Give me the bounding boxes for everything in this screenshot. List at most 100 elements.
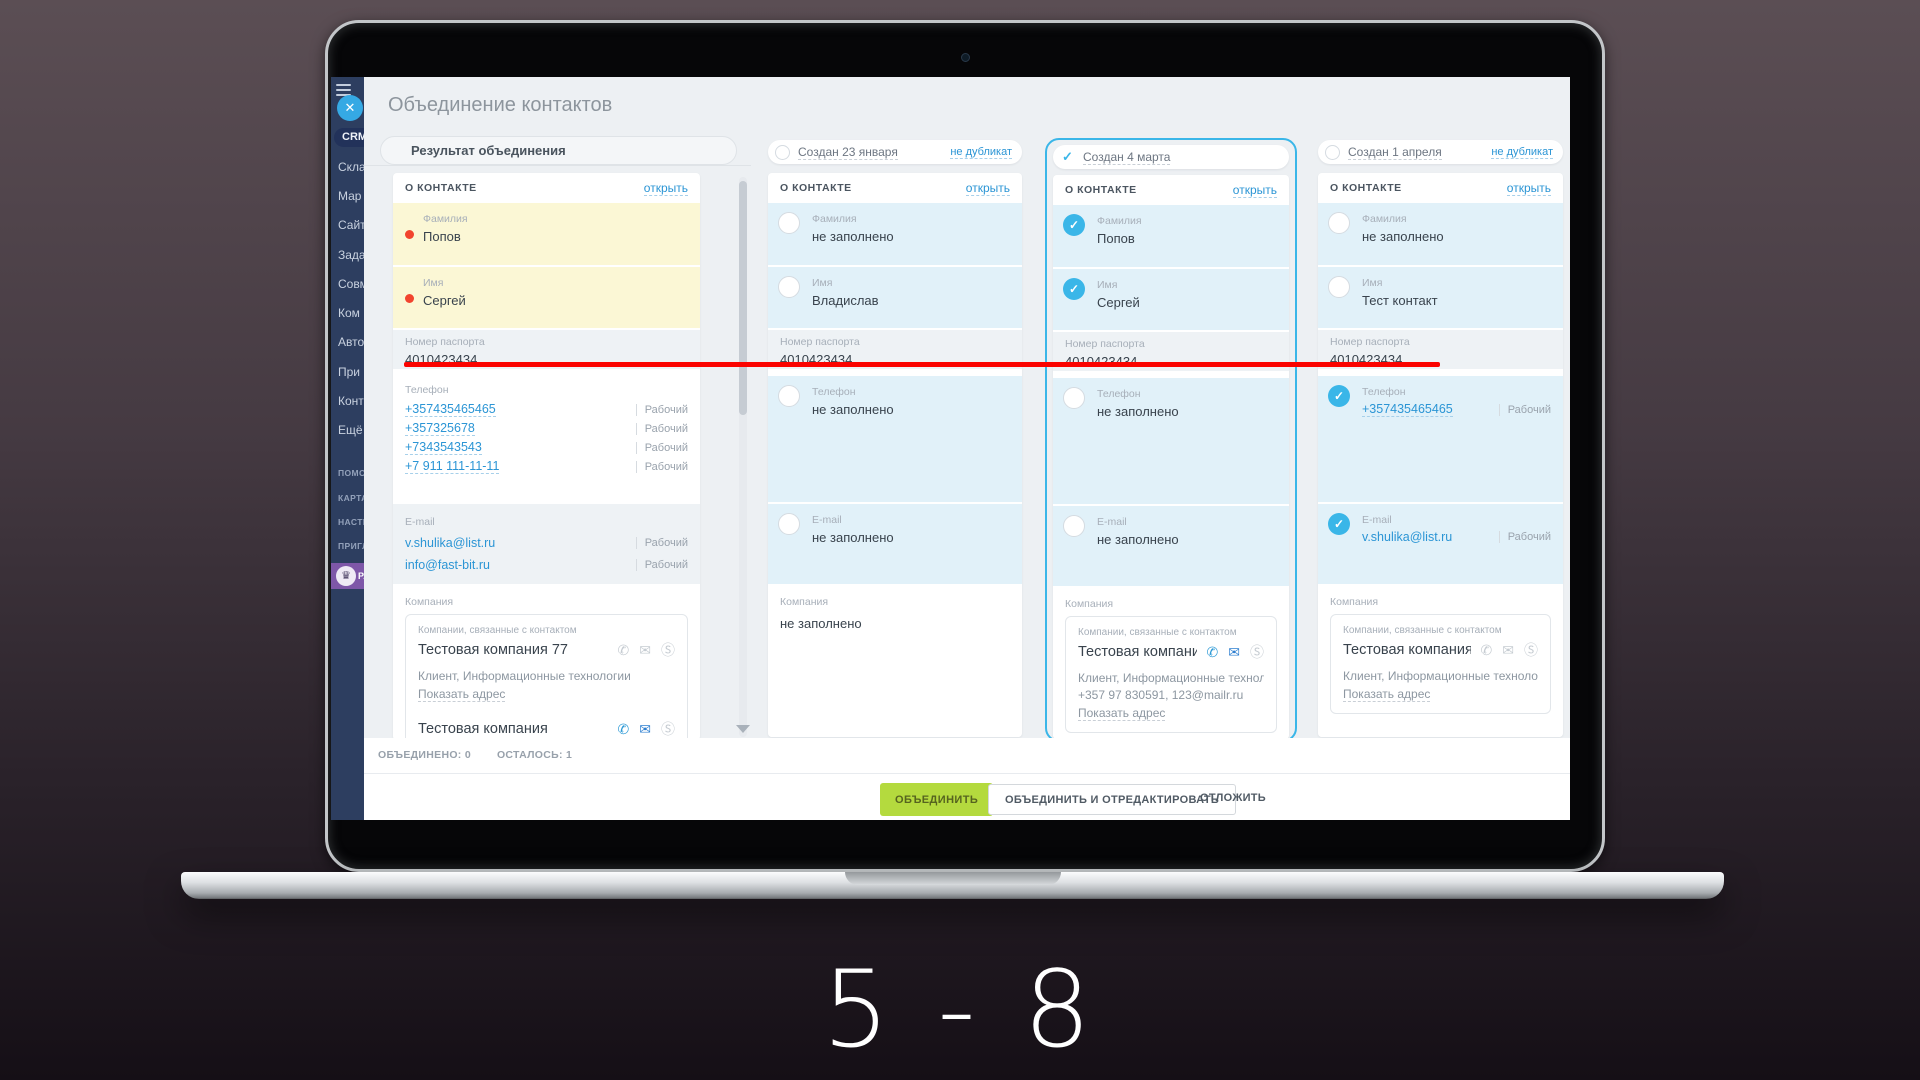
sidebar-item-help[interactable]: ПОМО xyxy=(338,468,364,478)
email-link[interactable]: v.shulika@list.ru xyxy=(405,536,496,550)
field-radio[interactable] xyxy=(778,276,800,298)
call-icon[interactable]: ✆ xyxy=(1480,641,1493,658)
select-contact-radio[interactable] xyxy=(775,144,790,160)
email-kind[interactable]: Рабочий xyxy=(1498,531,1551,543)
duplicate-title[interactable]: Создан 1 апреля xyxy=(1348,144,1442,160)
company-name[interactable]: Тестовая компания xyxy=(1078,644,1197,660)
phone-link[interactable]: +357325678 xyxy=(405,421,475,436)
menu-icon[interactable] xyxy=(336,84,351,99)
field-firstname[interactable]: Имя Сергей xyxy=(393,267,700,328)
field-lastname[interactable]: ✓ Фамилия Попов xyxy=(1053,205,1289,267)
selected-check-icon[interactable]: ✓ xyxy=(1062,149,1073,164)
mail-icon[interactable]: ✉ xyxy=(639,641,651,658)
scroll-down-icon[interactable] xyxy=(736,725,750,733)
merge-button[interactable]: ОБЪЕДИНИТЬ xyxy=(880,783,994,816)
email-link[interactable]: info@fast-bit.ru xyxy=(405,558,490,572)
mail-icon[interactable]: ✉ xyxy=(1502,641,1514,658)
field-firstname[interactable]: Имя Владислав xyxy=(768,267,1022,328)
email-kind[interactable]: Рабочий xyxy=(635,537,688,549)
phone-link[interactable]: +357435465465 xyxy=(1362,402,1453,417)
field-lastname[interactable]: Фамилия Попов xyxy=(393,203,700,265)
show-address-link[interactable]: Показать адрес xyxy=(418,687,506,702)
select-contact-radio[interactable] xyxy=(1325,144,1340,160)
company-name[interactable]: Тестовая компания xyxy=(418,721,548,737)
phone-kind[interactable]: Рабочий xyxy=(1498,403,1551,416)
open-contact-link[interactable]: открыть xyxy=(643,180,688,196)
not-duplicate-link[interactable]: не дубликат xyxy=(950,145,1012,159)
sidebar-item-site[interactable]: Сайт xyxy=(338,218,364,232)
phone-link[interactable]: +7 911 111-11-11 xyxy=(405,459,500,474)
not-duplicate-link[interactable]: не дубликат xyxy=(1491,145,1553,159)
open-contact-link[interactable]: открыть xyxy=(1506,180,1551,196)
field-check-icon[interactable]: ✓ xyxy=(1063,214,1085,236)
field-email[interactable]: ✓ E-mail v.shulika@list.ru Рабочий xyxy=(1318,504,1563,584)
phone-link[interactable]: +357435465465 xyxy=(405,402,496,417)
field-radio[interactable] xyxy=(1328,276,1350,298)
field-lastname[interactable]: Фамилия не заполнено xyxy=(768,203,1022,265)
duplicate-header-4mar[interactable]: ✓ Создан 4 марта xyxy=(1053,145,1289,169)
merge-and-edit-button[interactable]: ОБЪЕДИНИТЬ И ОТРЕДАКТИРОВАТЬ xyxy=(988,784,1237,815)
field-email[interactable]: E-mail не заполнено xyxy=(1053,506,1289,586)
duplicate-header-23jan[interactable]: Создан 23 января не дубликат xyxy=(768,140,1022,164)
sidebar-item-apps[interactable]: При xyxy=(338,365,361,379)
field-check-icon[interactable]: ✓ xyxy=(1328,513,1350,535)
phone-kind[interactable]: Рабочий xyxy=(635,460,688,473)
open-contact-link[interactable]: открыть xyxy=(1232,182,1277,198)
sidebar-item-tasks[interactable]: Зада xyxy=(338,248,364,262)
sidebar-item-marketing[interactable]: Мар xyxy=(338,189,362,203)
call-icon[interactable]: ✆ xyxy=(1206,643,1219,660)
field-radio[interactable] xyxy=(1063,387,1085,409)
skype-icon[interactable]: Ⓢ xyxy=(1250,644,1264,660)
company-name[interactable]: Тестовая компания 77 xyxy=(418,642,568,658)
show-address-link[interactable]: Показать адрес xyxy=(1343,687,1431,702)
email-link[interactable]: v.shulika@list.ru xyxy=(1362,530,1453,544)
field-firstname[interactable]: ✓ Имя Сергей xyxy=(1053,269,1289,330)
phone-link[interactable]: +7343543543 xyxy=(405,440,482,455)
duplicate-header-1apr[interactable]: Создан 1 апреля не дубликат xyxy=(1318,140,1563,164)
close-modal-button[interactable]: ✕ xyxy=(337,95,363,121)
sidebar-item-contacts[interactable]: Конт xyxy=(338,394,364,408)
mail-icon[interactable]: ✉ xyxy=(1228,643,1240,660)
mail-icon[interactable]: ✉ xyxy=(639,720,651,737)
postpone-button[interactable]: ОТЛОЖИТЬ xyxy=(1200,792,1267,804)
skype-icon[interactable]: Ⓢ xyxy=(1524,642,1538,658)
field-radio[interactable] xyxy=(1328,212,1350,234)
sidebar-item-crm[interactable]: CRM xyxy=(334,128,364,147)
phone-kind[interactable]: Рабочий xyxy=(635,441,688,454)
duplicate-title[interactable]: Создан 4 марта xyxy=(1083,149,1171,165)
sidebar-item-auto[interactable]: Авто xyxy=(338,335,364,349)
field-radio[interactable] xyxy=(778,513,800,535)
call-icon[interactable]: ✆ xyxy=(617,641,630,658)
skype-icon[interactable]: Ⓢ xyxy=(661,721,675,737)
field-phone[interactable]: ✓ Телефон +357435465465 Рабочий xyxy=(1318,376,1563,502)
field-check-icon[interactable]: ✓ xyxy=(1328,385,1350,407)
field-radio[interactable] xyxy=(1063,515,1085,537)
phone-kind[interactable]: Рабочий xyxy=(635,403,688,416)
sidebar-item-invite[interactable]: ПРИГЛ xyxy=(338,541,364,551)
email-kind[interactable]: Рабочий xyxy=(635,559,688,571)
field-check-icon[interactable]: ✓ xyxy=(1063,278,1085,300)
skype-icon[interactable]: Ⓢ xyxy=(661,642,675,658)
scrollbar-thumb[interactable] xyxy=(739,181,747,415)
field-email[interactable]: E-mail не заполнено xyxy=(768,504,1022,584)
sidebar-item-more[interactable]: Ещё xyxy=(338,423,363,437)
field-phone[interactable]: Телефон не заполнено xyxy=(768,376,1022,502)
call-icon[interactable]: ✆ xyxy=(617,720,630,737)
scrollbar-track[interactable] xyxy=(739,177,747,737)
tab-merge-result[interactable]: Результат объединения xyxy=(380,136,737,165)
sidebar-item-map[interactable]: КАРТА xyxy=(338,493,364,503)
duplicate-title[interactable]: Создан 23 января xyxy=(798,144,898,160)
open-contact-link[interactable]: открыть xyxy=(965,180,1010,196)
phone-kind[interactable]: Рабочий xyxy=(635,422,688,435)
field-radio[interactable] xyxy=(778,385,800,407)
sidebar-promo[interactable]: ♛ РА xyxy=(331,563,364,589)
sidebar-item-settings[interactable]: НАСТР xyxy=(338,517,364,527)
company-name[interactable]: Тестовая компания 77 xyxy=(1343,642,1471,658)
sidebar-item-collab[interactable]: Совм xyxy=(338,277,364,291)
field-lastname[interactable]: Фамилия не заполнено xyxy=(1318,203,1563,265)
field-firstname[interactable]: Имя Тест контакт xyxy=(1318,267,1563,328)
field-phone[interactable]: Телефон не заполнено xyxy=(1053,378,1289,504)
show-address-link[interactable]: Показать адрес xyxy=(1078,706,1166,721)
sidebar-item-sklad[interactable]: Скла xyxy=(338,160,364,174)
field-radio[interactable] xyxy=(778,212,800,234)
